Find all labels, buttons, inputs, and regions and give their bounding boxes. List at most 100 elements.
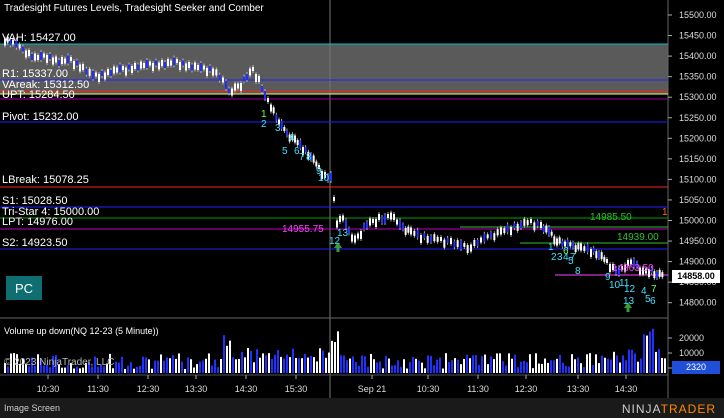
candle-body [416, 229, 419, 238]
volume-bar [373, 359, 375, 373]
candle-body [155, 60, 157, 66]
candle-body [470, 244, 472, 252]
candle-body [9, 39, 12, 46]
candle-body [566, 239, 569, 248]
volume-bar [349, 358, 351, 373]
volume-bar [598, 363, 600, 373]
candle-body [658, 269, 661, 277]
candle-body [52, 57, 54, 65]
seeker-count: 12 [329, 236, 341, 247]
volume-bar [541, 363, 543, 373]
candle-body [572, 242, 574, 248]
candle-body [134, 63, 136, 69]
candle-body [360, 231, 362, 239]
candle-body [456, 240, 459, 248]
candle-body [550, 231, 553, 236]
volume-bar [631, 349, 633, 373]
volume-bar [427, 355, 429, 373]
seeker-count: 11 [619, 278, 630, 289]
candle-body [423, 233, 426, 239]
volume-bar [139, 365, 141, 373]
candle-body [291, 134, 294, 140]
volume-bar [61, 367, 63, 373]
candle-body [490, 232, 492, 238]
candle-body [633, 259, 635, 267]
volume-bar [661, 357, 663, 373]
candle-body [110, 70, 112, 76]
candle-body [473, 240, 476, 246]
volume-bar [34, 365, 36, 373]
volume-bar [295, 358, 297, 373]
time-tick-label: 14:30 [235, 384, 258, 394]
candle-body [357, 233, 359, 239]
level-label-r1: R1: 15337.00 [2, 68, 69, 80]
volume-bar [592, 365, 594, 373]
candle-body [18, 44, 21, 49]
candle-body [558, 237, 561, 244]
volume-bar [478, 364, 480, 373]
volume-bar [331, 340, 333, 373]
seeker-count: 6 [294, 146, 300, 157]
candle-body [440, 237, 442, 241]
volume-bar [334, 342, 336, 373]
candle-body [191, 64, 193, 71]
volume-bar [25, 363, 27, 373]
candle-body [466, 245, 469, 253]
candle-body [302, 147, 304, 155]
volume-bar [646, 335, 648, 373]
volume-bar [55, 355, 57, 373]
value-area-band [0, 44, 668, 94]
candle-body [98, 74, 100, 82]
volume-bar [151, 368, 153, 373]
volume-bar [136, 366, 138, 373]
volume-bar [7, 366, 9, 373]
candle-body [486, 234, 489, 239]
candle-body [252, 67, 254, 71]
time-tick-label: 10:30 [37, 384, 60, 394]
volume-bar [655, 351, 657, 373]
volume-bar [370, 353, 372, 373]
volume-bar [229, 340, 231, 373]
candle-body [296, 140, 299, 146]
candle-body [164, 62, 166, 68]
candle-body [286, 130, 288, 136]
volume-bar [400, 366, 402, 373]
candle-body [143, 63, 145, 68]
candle-body [119, 64, 121, 73]
candle-body [569, 242, 572, 247]
price-tick-label: 15150.00 [679, 154, 717, 164]
time-tick-label: 10:30 [417, 384, 440, 394]
candle-body [228, 88, 230, 94]
volume-bar [49, 367, 51, 373]
candle-body [639, 267, 641, 275]
volume-bar [274, 354, 276, 373]
volume-bar [412, 356, 414, 373]
volume-bar [244, 357, 246, 373]
candle-body [339, 216, 341, 222]
volume-bar [421, 362, 423, 373]
volume-bar [595, 354, 597, 373]
pc-button[interactable]: PC [6, 276, 42, 300]
volume-bar [556, 358, 558, 373]
level-label-lbreak: LBreak: 15078.25 [2, 174, 89, 186]
candle-body [92, 71, 94, 79]
volume-bar [514, 354, 516, 373]
annotation-marker: 1 [662, 207, 668, 218]
seeker-count: 9 [316, 166, 322, 177]
candle-body [387, 214, 389, 218]
candle-body [600, 252, 603, 260]
volume-bar [379, 361, 381, 373]
seeker-count: 12 [624, 284, 636, 295]
candle-body [167, 59, 169, 66]
volume-bar [559, 354, 561, 373]
candle-body [433, 234, 436, 242]
volume-bar [79, 368, 81, 373]
volume-bar [367, 366, 369, 373]
seeker-count: 10 [318, 173, 330, 184]
candle-body [101, 71, 103, 76]
volume-bar [397, 360, 399, 373]
volume-bar [223, 335, 225, 373]
candle-body [280, 121, 283, 129]
volume-bar [619, 362, 621, 373]
volume-bar [463, 358, 465, 373]
